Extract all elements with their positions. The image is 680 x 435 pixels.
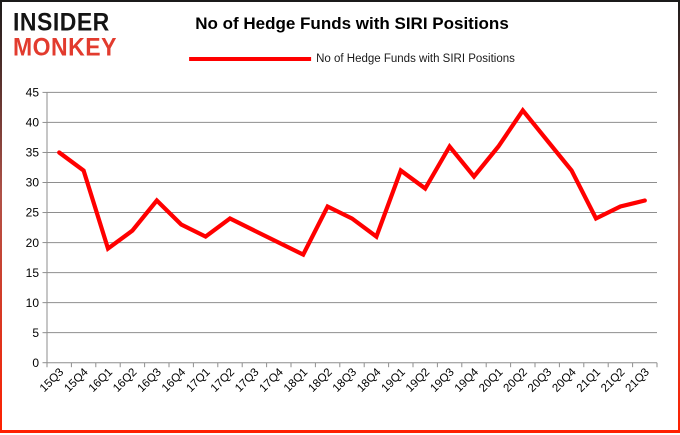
x-tick-label: 18Q1 <box>282 366 310 394</box>
x-tick-label: 16Q4 <box>160 366 189 395</box>
x-tick-label: 19Q4 <box>453 366 482 395</box>
y-tick-label: 25 <box>26 206 40 220</box>
x-tick-label: 21Q3 <box>624 366 652 394</box>
x-tick-label: 15Q4 <box>62 366 91 395</box>
y-tick-label: 0 <box>32 356 39 370</box>
line-chart: 0 5 10 15 20 25 30 35 40 45 15Q3 15Q4 16Q1 16Q2 16Q3 16… <box>2 63 678 430</box>
line-chart-svg: 0 5 10 15 20 25 30 35 40 45 15Q315Q416Q116Q216Q316… <box>26 86 658 395</box>
x-tick-label: 17Q4 <box>258 366 287 395</box>
x-tick-label: 18Q3 <box>331 366 359 394</box>
x-tick-label: 20Q1 <box>477 366 505 394</box>
legend-label: No of Hedge Funds with SIRI Positions <box>316 53 515 65</box>
x-tick-label: 17Q3 <box>233 366 261 394</box>
y-tick-label: 10 <box>26 296 40 310</box>
x-tick-label: 16Q1 <box>87 366 115 394</box>
x-tick-label: 16Q2 <box>111 366 139 394</box>
logo-monkey-text: MONKEY <box>13 32 117 61</box>
y-tick-label: 35 <box>26 146 40 160</box>
y-tick-label: 20 <box>26 236 40 250</box>
legend: No of Hedge Funds with SIRI Positions <box>189 53 515 65</box>
x-tick-label: 17Q2 <box>209 366 237 394</box>
chart-canvas: INSIDER MONKEY No of Hedge Funds with SI… <box>2 2 678 430</box>
y-tick-label: 45 <box>26 86 40 100</box>
y-tick-label: 30 <box>26 176 40 190</box>
x-tick-label: 17Q1 <box>184 366 212 394</box>
x-tick-label: 20Q4 <box>550 366 579 395</box>
x-tick-label: 18Q4 <box>355 366 384 395</box>
insider-monkey-logo: INSIDER MONKEY <box>13 10 117 59</box>
y-tick-label: 15 <box>26 266 40 280</box>
x-tick-label: 19Q2 <box>404 366 432 394</box>
x-tick-label: 21Q2 <box>599 366 627 394</box>
legend-line-swatch <box>189 57 312 61</box>
chart-title: No of Hedge Funds with SIRI Positions <box>195 14 509 33</box>
x-tick-label: 20Q2 <box>502 366 530 394</box>
y-tick-label: 5 <box>32 326 39 340</box>
x-tick-label: 15Q3 <box>38 366 66 394</box>
x-tick-label: 19Q1 <box>380 366 408 394</box>
x-tick-label: 16Q3 <box>136 366 164 394</box>
logo-insider-text: INSIDER <box>13 7 110 36</box>
x-tick-label: 20Q3 <box>526 366 554 394</box>
y-tick-label: 40 <box>26 116 40 130</box>
series-line <box>57 106 647 258</box>
x-tick-label: 18Q2 <box>306 366 334 394</box>
x-tick-label: 19Q3 <box>428 366 456 394</box>
x-tick-label: 21Q1 <box>575 366 603 394</box>
